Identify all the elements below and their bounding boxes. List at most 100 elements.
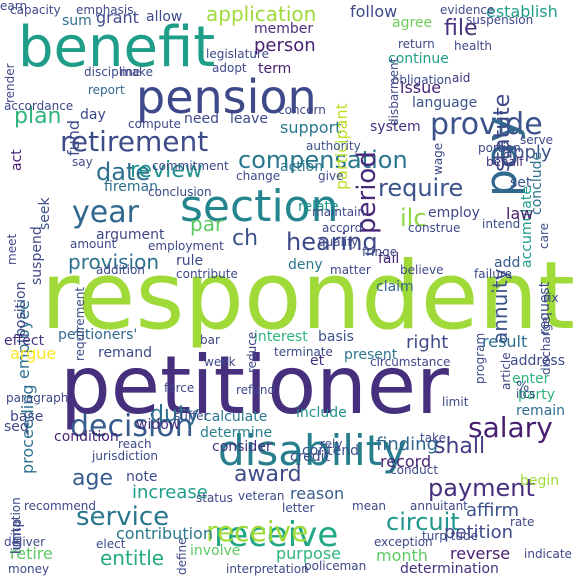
word-consider: consider <box>212 439 272 455</box>
word-widow: widow <box>136 417 181 433</box>
word-%: % <box>516 379 530 395</box>
word-wage: wage <box>431 142 445 175</box>
word-deny: deny <box>288 257 323 273</box>
word-pension: pension <box>136 70 317 124</box>
word-define: define <box>175 537 189 575</box>
word-remand: remand <box>98 345 153 361</box>
word-maintain: maintain <box>312 205 365 219</box>
word-terminate: terminate <box>274 345 333 359</box>
word-member: member <box>254 21 314 37</box>
word-compensation: compensation <box>238 146 408 174</box>
word-matter: matter <box>330 263 371 277</box>
word-fringe: fringe <box>362 245 398 259</box>
word-fund: fund <box>64 120 83 157</box>
word-health: health <box>454 39 492 53</box>
word-limitation: limitation <box>9 497 23 554</box>
word-employ: employ <box>428 205 480 221</box>
word-par: par <box>190 212 224 236</box>
word-policeman: policeman <box>304 559 367 573</box>
word-week: week <box>204 355 236 369</box>
word-give: give <box>318 169 344 183</box>
word-shall: shall <box>434 434 486 459</box>
word-disability: disability <box>218 426 407 475</box>
word-mean: mean <box>352 499 387 513</box>
word-system: system <box>370 119 421 135</box>
word-basis: basis <box>318 329 354 345</box>
word-say: say <box>72 155 93 169</box>
word-concern: concern <box>278 103 326 117</box>
word-continue: continue <box>388 51 449 67</box>
word-interpretation: interpretation <box>226 562 309 576</box>
word-discipline: discipline <box>84 65 141 79</box>
word-salary: salary <box>468 411 553 444</box>
word-limit: limit <box>442 395 469 409</box>
word-remain: remain <box>516 403 566 419</box>
word-increase: increase <box>132 482 208 503</box>
word-earn: earn <box>0 0 28 13</box>
word-entitle: entitle <box>100 546 165 570</box>
word-obligation: obligation <box>392 73 452 87</box>
word-refund: refund <box>236 383 276 397</box>
word-receive: receive <box>206 515 309 548</box>
word-argue: argue <box>10 344 57 363</box>
word-support: support <box>280 118 342 137</box>
word-day: day <box>80 107 106 123</box>
word-veteran: veteran <box>238 489 285 503</box>
word-age: age <box>72 466 113 491</box>
word-result: result <box>482 332 528 351</box>
word-date: date <box>96 158 151 186</box>
word-elect: elect <box>96 537 126 551</box>
word-force: force <box>164 381 195 395</box>
word-award: award <box>234 462 302 487</box>
word-emphasis: emphasis <box>76 3 134 17</box>
word-accord: accord <box>322 221 363 235</box>
word-conclusion: conclusion <box>148 185 212 199</box>
word-suspension: suspension <box>466 13 534 27</box>
word-reason: reason <box>290 484 345 503</box>
word-money: money <box>8 562 50 576</box>
word-calculate: calculate <box>204 409 268 425</box>
word-petitioner: petitioner <box>60 339 449 432</box>
word-affirm: affirm <box>466 500 520 521</box>
word-seq: seq <box>4 419 29 435</box>
word-allow: allow <box>146 9 183 25</box>
word-capacity: capacity <box>10 3 61 17</box>
word-indicate: indicate <box>524 547 572 561</box>
word-determination: determination <box>400 561 499 576</box>
word-ilc: ilc <box>400 204 427 232</box>
word-duty: duty <box>150 402 200 427</box>
word-retire: retire <box>10 544 53 563</box>
word-annuitant: annuitant <box>410 499 468 513</box>
word-status: status <box>196 491 233 505</box>
word-et: et <box>310 353 325 369</box>
word-accumulate: accumulate <box>519 186 535 268</box>
word-return: return <box>398 37 435 51</box>
word-establish: establish <box>486 2 558 21</box>
word-add: add <box>494 255 521 271</box>
word-suffer: suffer <box>174 409 209 423</box>
word-believe: believe <box>400 263 444 277</box>
word-discharge: discharge <box>539 316 553 375</box>
word-letter: letter <box>282 501 315 515</box>
word-agree: agree <box>392 15 433 31</box>
word-include: include <box>296 405 347 421</box>
word-authority: authority <box>306 139 361 153</box>
word-construe: construe <box>408 221 461 235</box>
word-begin: begin <box>520 473 560 489</box>
word-qualify: qualify <box>318 235 359 249</box>
word-ch: ch <box>232 226 259 251</box>
word-program: program <box>473 333 487 385</box>
word-recommend: recommend <box>24 499 96 513</box>
word-disbarment: disbarment <box>387 57 401 126</box>
word-amount: amount <box>70 237 117 251</box>
word-portion: portion <box>478 141 521 155</box>
word-enter: enter <box>512 371 550 387</box>
word-require: require <box>378 174 464 202</box>
word-take: take <box>420 431 446 445</box>
word-employment: employment <box>148 239 224 253</box>
word-note: note <box>126 469 158 485</box>
word-grant: grant <box>96 8 139 27</box>
word-respondent: respondent <box>40 242 575 351</box>
word-hearing: hearing <box>286 228 378 256</box>
word-provision: provision <box>68 250 159 274</box>
